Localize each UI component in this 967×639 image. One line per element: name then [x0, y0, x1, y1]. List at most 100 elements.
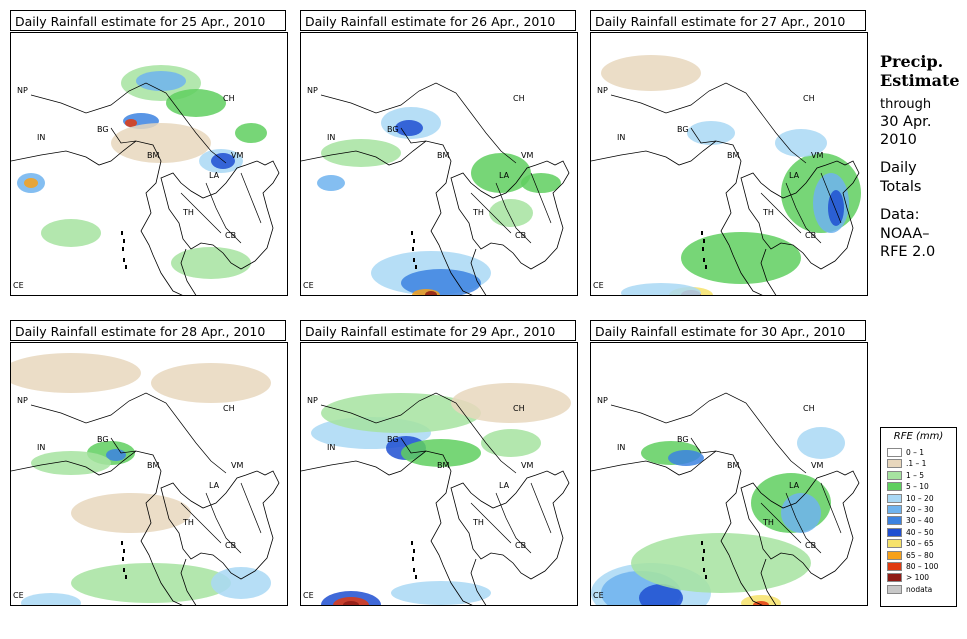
map-panel-apr25: Daily Rainfall estimate for 25 Apr., 201…	[10, 10, 288, 296]
island	[122, 557, 124, 561]
panel-title: Daily Rainfall estimate for 29 Apr., 201…	[300, 320, 576, 341]
daily-line2: Totals	[880, 179, 922, 195]
country-label-in: IN	[37, 443, 45, 452]
peninsula-coast	[470, 248, 487, 295]
legend-item: 65 – 80	[881, 550, 956, 561]
legend-label: 30 – 40	[906, 516, 934, 526]
rain-area	[828, 190, 844, 226]
legend-item: > 100	[881, 572, 956, 583]
country-border	[610, 82, 807, 164]
rain-area	[125, 119, 137, 127]
island	[123, 568, 125, 572]
map-panel-apr28: Daily Rainfall estimate for 28 Apr., 201…	[10, 320, 288, 606]
legend-swatch	[887, 470, 902, 480]
data-line3: RFE 2.0	[880, 244, 936, 260]
rain-area	[21, 593, 81, 605]
rain-area	[111, 123, 211, 163]
legend-label: 10 – 20	[906, 493, 934, 503]
indochina-outline	[450, 160, 570, 270]
rain-area	[391, 581, 491, 605]
legend-item: 10 – 20	[881, 493, 956, 504]
date-line1: 30 Apr.	[880, 114, 932, 130]
map-svg: NP CH IN BG BM VM LA TH CB CE	[591, 392, 860, 605]
country-border	[30, 82, 227, 164]
country-label-ch: CH	[223, 404, 235, 413]
country-label-th: TH	[182, 208, 194, 217]
rainfall-map: NP CH IN BG BM VM LA TH CB CE	[590, 342, 868, 606]
island	[413, 258, 415, 262]
legend-label: 1 – 5	[906, 470, 925, 480]
date-line2: 2010	[880, 132, 917, 148]
rain-area	[41, 219, 101, 247]
country-label-ch: CH	[803, 404, 815, 413]
peninsula-coast	[760, 558, 777, 605]
peninsula-coast	[470, 558, 487, 605]
indochina-outline	[450, 470, 570, 580]
legend-label: 5 – 10	[906, 482, 929, 492]
legend-swatch	[887, 493, 902, 503]
legend-item: 20 – 30	[881, 504, 956, 515]
rain-area	[24, 178, 38, 188]
island	[123, 258, 125, 262]
island	[125, 575, 127, 579]
country-border	[320, 392, 517, 474]
rain-area	[481, 429, 541, 457]
country-label-la: LA	[209, 481, 220, 490]
country-border	[690, 437, 842, 554]
rain-area	[321, 139, 401, 167]
country-label-la: LA	[499, 171, 510, 180]
country-label-ce: CE	[593, 591, 604, 600]
country-label-vm: VM	[521, 151, 533, 160]
map-panel-apr29: Daily Rainfall estimate for 29 Apr., 201…	[300, 320, 578, 606]
country-label-bg: BG	[97, 435, 109, 444]
legend-item: 0 – 1	[881, 447, 956, 458]
island	[123, 239, 125, 243]
legend-swatch	[887, 573, 902, 583]
country-border	[30, 392, 227, 474]
panel-title: Daily Rainfall estimate for 26 Apr., 201…	[300, 10, 576, 31]
coastline	[301, 140, 473, 295]
country-label-la: LA	[789, 481, 800, 490]
island	[701, 541, 703, 545]
country-label-bm: BM	[437, 461, 449, 470]
rain-area	[321, 393, 481, 433]
country-label-bg: BG	[677, 435, 689, 444]
rain-area	[621, 283, 701, 295]
country-label-ce: CE	[303, 281, 314, 290]
island	[413, 549, 415, 553]
island	[705, 265, 707, 269]
country-label-vm: VM	[811, 461, 823, 470]
country-label-bm: BM	[147, 461, 159, 470]
map-svg: NP CH IN BG BM VM LA TH CB CE	[301, 82, 570, 295]
island	[703, 258, 705, 262]
country-label-np: NP	[307, 86, 318, 95]
island	[413, 239, 415, 243]
island	[705, 575, 707, 579]
island	[415, 575, 417, 579]
data-line2: NOAA–	[880, 226, 930, 242]
rain-area	[11, 353, 141, 393]
legend-item: 80 – 100	[881, 561, 956, 572]
map-panel-apr30: Daily Rainfall estimate for 30 Apr., 201…	[590, 320, 868, 606]
legend-item: 40 – 50	[881, 527, 956, 538]
island	[703, 239, 705, 243]
country-border	[110, 437, 262, 554]
rain-area	[395, 120, 423, 136]
peninsula-coast	[180, 558, 197, 605]
country-label-np: NP	[17, 86, 28, 95]
country-label-cb: CB	[805, 231, 816, 240]
legend-item: 5 – 10	[881, 481, 956, 492]
rain-area	[171, 247, 251, 279]
legend-label: nodata	[906, 584, 933, 594]
legend-swatch	[887, 561, 902, 571]
country-label-bg: BG	[677, 125, 689, 134]
country-label-in: IN	[327, 443, 335, 452]
country-label-np: NP	[307, 396, 318, 405]
country-label-cb: CB	[225, 541, 236, 550]
rain-area	[775, 129, 827, 157]
island	[411, 231, 413, 235]
country-label-cb: CB	[805, 541, 816, 550]
country-label-ch: CH	[803, 94, 815, 103]
country-label-in: IN	[327, 133, 335, 142]
rainfall-map: NP CH IN BG BM VM LA TH CB CE	[300, 342, 578, 606]
